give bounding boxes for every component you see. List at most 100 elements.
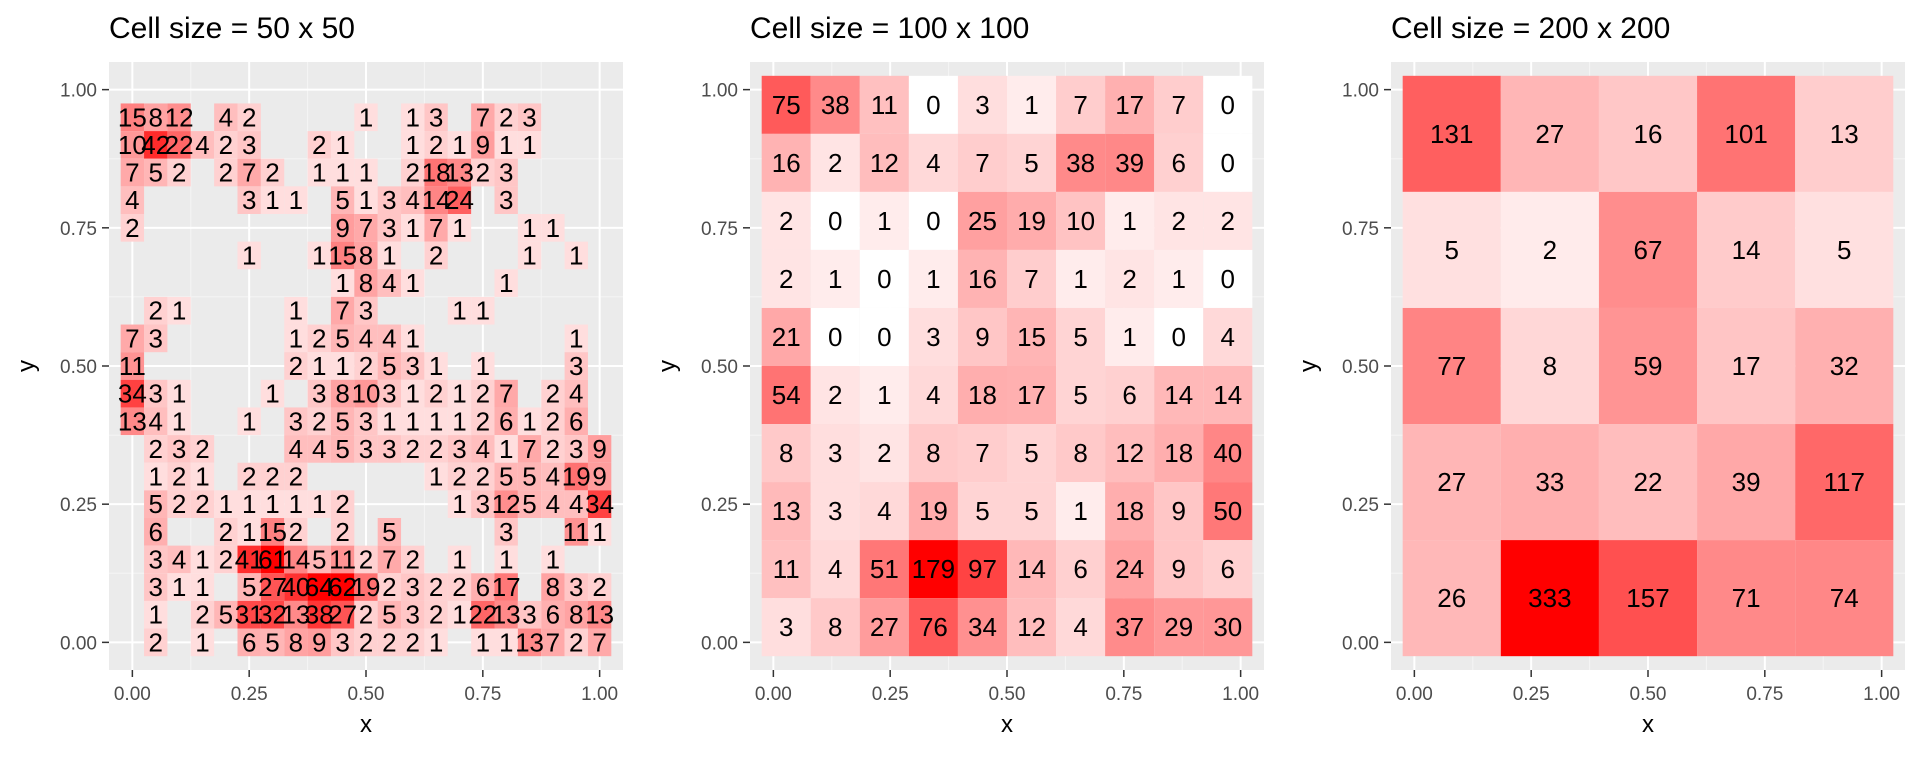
heatmap-tile: [1598, 191, 1698, 308]
tile-count-label: 2: [242, 462, 256, 492]
heatmap-tile: [859, 133, 909, 192]
heatmap-tile: [517, 435, 542, 463]
tile-count-label: 5: [148, 489, 162, 519]
tile-count-label: 1: [289, 296, 303, 326]
tile-count-label: 22: [1634, 467, 1663, 497]
heatmap-tile: [1203, 307, 1253, 366]
x-tick-label: 0.50: [348, 684, 385, 705]
heatmap-tile: [424, 352, 448, 380]
tile-count-label: 0: [828, 206, 842, 236]
heatmap-tile: [167, 379, 191, 408]
tile-count-label: 11: [563, 517, 590, 547]
heatmap-tile: [260, 600, 285, 629]
heatmap-tile: [471, 103, 495, 132]
tile-count-label: 5: [382, 517, 396, 547]
tile-count-label: 40: [281, 572, 310, 602]
tile-count-label: 5: [242, 572, 256, 602]
tile-count-label: 62: [328, 572, 357, 602]
heatmap-tile: [377, 407, 402, 436]
heatmap-tile: [1056, 75, 1106, 134]
tile-count-label: 5: [335, 434, 349, 464]
tile-count-label: 1: [382, 240, 396, 270]
heatmap-tile: [517, 131, 542, 159]
heatmap-tile: [377, 600, 402, 629]
heatmap-tile: [330, 131, 355, 159]
heatmap-tile: [167, 296, 191, 325]
heatmap-tile: [587, 518, 612, 546]
tile-count-label: 3: [148, 323, 162, 353]
heatmap-tile: [354, 214, 378, 242]
tile-count-label: 2: [148, 627, 162, 657]
heatmap-tile: [167, 158, 191, 187]
y-tick-label: 0.00: [701, 633, 738, 654]
tile-count-label: 0: [926, 90, 940, 120]
heatmap-tile: [810, 366, 860, 425]
heatmap-tile: [144, 324, 168, 353]
tile-count-label: 4: [877, 496, 891, 526]
heatmap-tile: [330, 241, 355, 270]
tile-count-label: 19: [562, 462, 591, 492]
heatmap-tile: [377, 545, 402, 574]
tile-count-label: 1: [359, 185, 373, 215]
tile-count-label: 8: [546, 572, 560, 602]
tile-count-label: 1: [429, 406, 443, 436]
heatmap-tile: [237, 241, 261, 270]
heatmap-tile: [761, 75, 811, 134]
heatmap-tile: [494, 545, 518, 574]
heatmap-tile: [1402, 75, 1501, 192]
tile-count-label: 2: [476, 158, 490, 188]
heatmap-tile: [587, 573, 612, 601]
heatmap-tile: [957, 191, 1007, 250]
tile-count-label: 4: [926, 380, 940, 410]
tile-count-label: 1: [429, 462, 443, 492]
heatmap-tile: [401, 573, 425, 601]
heatmap-tile: [1795, 75, 1894, 192]
tile-count-label: 7: [125, 158, 139, 188]
heatmap-tile: [167, 545, 191, 574]
tile-count-label: 7: [975, 148, 989, 178]
tile-count-label: 1: [877, 380, 891, 410]
heatmap-tile: [424, 241, 448, 270]
tile-count-label: 1: [265, 489, 279, 519]
tile-count-label: 1: [289, 489, 303, 519]
heatmap-tile: [401, 600, 425, 629]
heatmap-tile: [859, 191, 909, 250]
heatmap-tile: [1007, 366, 1057, 425]
tile-count-label: 2: [429, 572, 443, 602]
heatmap-tile: [957, 598, 1007, 657]
y-tick-label: 0.50: [701, 357, 738, 378]
y-tick-label: 0.00: [60, 633, 97, 654]
heatmap-tile: [401, 324, 425, 353]
tile-count-label: 14: [1017, 554, 1046, 584]
tile-count-label: 1: [405, 379, 419, 409]
tile-count-label: 1: [926, 264, 940, 294]
tile-count-label: 3: [499, 185, 513, 215]
y-tick-label: 0.50: [60, 357, 97, 378]
tile-count-label: 17: [492, 572, 521, 602]
tile-count-label: 2: [335, 489, 349, 519]
tile-count-label: 9: [312, 627, 326, 657]
tile-count-label: 22: [165, 130, 194, 160]
heatmap-tile: [908, 598, 958, 657]
heatmap-tile: [1154, 424, 1204, 483]
tile-count-label: 1: [405, 323, 419, 353]
tile-count-label: 40: [1213, 438, 1242, 468]
heatmap-tile: [307, 158, 331, 187]
tile-count-label: 8: [926, 438, 940, 468]
tile-count-label: 3: [405, 572, 419, 602]
tile-count-label: 101: [1724, 119, 1767, 149]
tile-count-label: 27: [870, 612, 899, 642]
tile-count-label: 3: [382, 434, 396, 464]
heatmap-tile: [517, 103, 542, 132]
heatmap-tile: [1056, 307, 1106, 366]
heatmap-tile: [494, 490, 518, 518]
tile-count-label: 27: [1535, 119, 1564, 149]
tile-count-label: 1: [242, 489, 256, 519]
y-tick-label: 0.25: [701, 495, 738, 516]
tile-count-label: 2: [359, 351, 373, 381]
tile-count-label: 2: [592, 572, 606, 602]
tile-count-label: 131: [1430, 119, 1473, 149]
tile-count-label: 10: [118, 130, 147, 160]
tile-count-label: 7: [429, 213, 443, 243]
